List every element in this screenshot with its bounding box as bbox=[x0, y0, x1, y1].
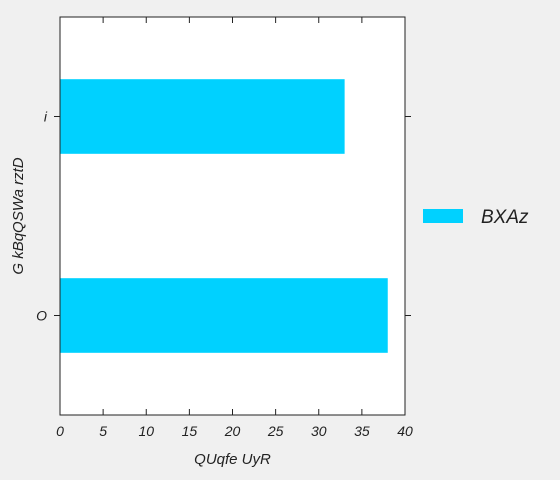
y-tick-label: O bbox=[36, 308, 47, 324]
x-tick-label: 0 bbox=[56, 423, 64, 439]
x-tick-label: 20 bbox=[224, 423, 241, 439]
x-tick-label: 35 bbox=[354, 423, 370, 439]
x-tick-label: 25 bbox=[267, 423, 284, 439]
bar-i bbox=[60, 79, 345, 154]
legend-label: BXAz bbox=[481, 207, 529, 228]
legend: BXAz bbox=[423, 207, 529, 228]
plot-area bbox=[60, 17, 405, 415]
bars-layer bbox=[60, 79, 388, 353]
x-tick-label: 10 bbox=[138, 423, 154, 439]
x-tick-label: 5 bbox=[99, 423, 107, 439]
x-tick-label: 30 bbox=[311, 423, 327, 439]
x-axis-label: QUqfe UyR bbox=[194, 451, 271, 468]
legend-swatch bbox=[423, 209, 463, 223]
bar-O bbox=[60, 278, 388, 353]
y-axis-label: G kBqQSWa rztD bbox=[10, 157, 27, 274]
y-tick-label: i bbox=[44, 109, 48, 125]
x-tick-label: 40 bbox=[397, 423, 413, 439]
x-tick-label: 15 bbox=[182, 423, 198, 439]
axes-layer: 0 5 10 15 20 25 30 35 40 Oi bbox=[36, 16, 413, 439]
